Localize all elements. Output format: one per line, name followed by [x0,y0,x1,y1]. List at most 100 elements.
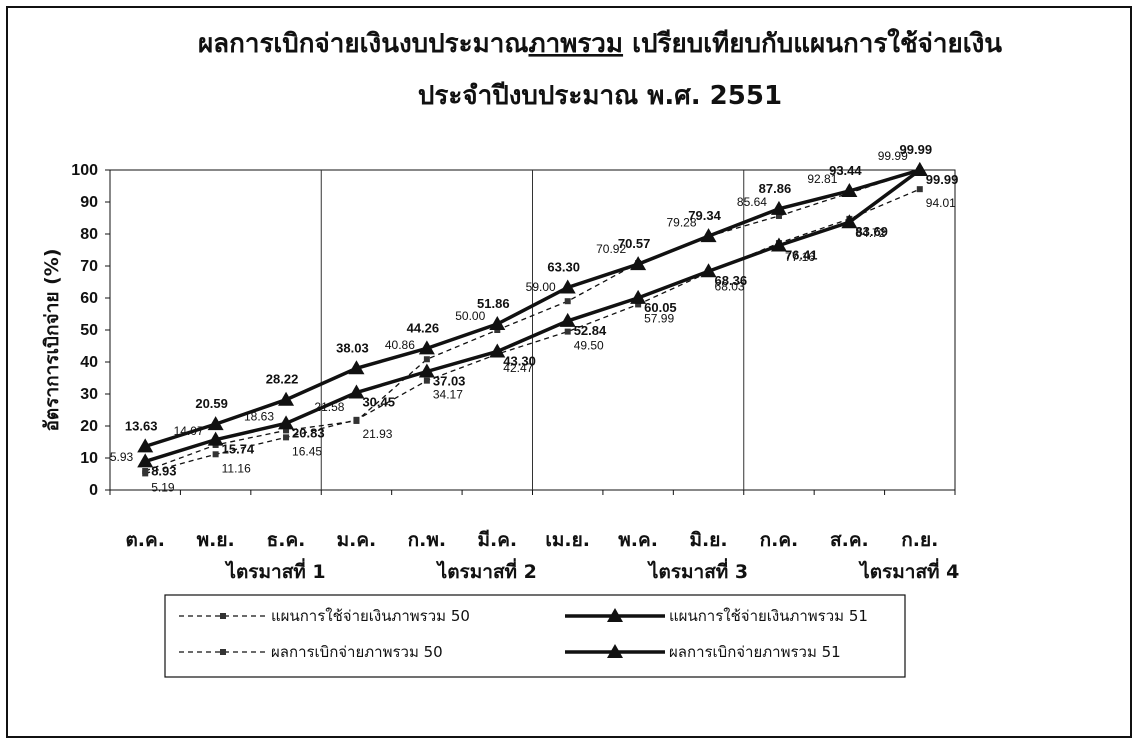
data-label: 34.17 [433,388,463,402]
legend-label: ผลการเบิกจ่ายภาพรวม 51 [669,643,841,661]
y-tick-label: 70 [80,258,98,275]
quarter-label: ไตรมาสที่ 4 [858,558,959,583]
data-label: 30.45 [362,395,395,410]
data-label: 84.72 [855,226,885,240]
x-tick-label: ธ.ค. [267,529,306,551]
y-tick-label: 10 [80,450,98,467]
x-tick-label: พ.ย. [197,529,235,551]
data-label: 43.30 [503,353,536,368]
y-tick-label: 100 [71,162,98,179]
data-label: 85.64 [737,195,767,209]
data-label: 76.41 [785,247,818,262]
legend-marker [607,608,623,622]
chart-title-line-1: ผลการเบิกจ่ายเงินงบประมาณภาพรวม เปรียบเท… [198,28,1002,59]
data-point [142,470,149,477]
data-point [630,256,647,271]
x-tick-label: มี.ค. [477,529,517,551]
data-label: 63.30 [547,259,580,274]
data-point [207,416,224,431]
data-label: 40.86 [385,338,415,352]
data-label: 42.47 [503,361,533,375]
x-tick-label: เม.ย. [545,529,590,551]
data-label: 68.36 [715,273,748,288]
x-tick-label: พ.ค. [618,529,658,551]
data-label: 11.16 [222,461,251,475]
data-point [770,237,787,252]
data-point [423,356,430,363]
series-line [144,169,920,472]
data-point [770,200,787,215]
data-point [559,279,576,294]
y-tick-label: 30 [80,386,98,403]
data-label: 51.86 [477,296,510,311]
series-line [144,168,921,449]
y-tick-label: 40 [80,354,98,371]
data-point [564,298,571,305]
data-point [700,263,717,278]
data-label: 70.92 [596,242,626,256]
data-label: 8.93 [151,463,176,478]
legend-box [164,594,906,678]
legend-label: ผลการเบิกจ่ายภาพรวม 50 [271,643,443,661]
data-label: 13.63 [125,418,158,433]
data-point [911,162,928,177]
y-axis-label: อัตราการเบิกจ่าย (%) [41,248,63,431]
data-point [418,363,435,378]
quarter-label: ไตรมาสที่ 3 [647,558,748,583]
data-point [278,391,295,406]
data-label: 99.99 [878,149,908,163]
legend-marker [220,613,226,619]
data-point [348,384,365,399]
x-tick-label: ม.ค. [337,529,377,551]
data-label: 21.93 [362,427,392,441]
series-line [144,168,921,464]
x-tick-label: ก.ย. [901,529,938,551]
data-label: 20.83 [292,425,325,440]
data-point [423,377,430,384]
data-label: 83.69 [855,224,888,239]
data-point [278,415,295,430]
data-label: 68.03 [715,279,745,293]
y-tick-label: 50 [80,322,98,339]
data-point [353,416,360,423]
data-label: 50.00 [455,309,485,323]
data-label: 93.44 [829,163,862,178]
data-point [700,228,717,243]
x-tick-label: ก.พ. [408,529,446,551]
data-label: 49.50 [574,339,604,353]
data-point [841,182,858,197]
y-tick-label: 80 [80,226,98,243]
data-label: 94.01 [926,196,956,210]
data-point [635,301,642,308]
legend-label: แผนการใช้จ่ายเงินภาพรวม 51 [669,607,868,625]
y-tick-label: 90 [80,194,98,211]
data-point [137,438,154,453]
data-label: 5.19 [151,480,175,494]
data-point [564,328,571,335]
data-label: 5.93 [110,450,134,464]
legend-marker [220,649,226,655]
data-label: 99.99 [900,142,933,157]
data-label: 60.05 [644,300,677,315]
data-point [283,434,290,441]
data-label: 16.45 [292,444,322,458]
legend-marker [607,644,623,658]
data-label: 57.99 [644,311,674,325]
data-label: 92.81 [807,172,837,186]
quarter-label: ไตรมาสที่ 1 [224,558,325,583]
data-point [418,340,435,355]
x-tick-label: ต.ค. [125,529,164,551]
data-label: 99.99 [926,172,959,187]
legend-label: แผนการใช้จ่ายเงินภาพรวม 50 [271,607,470,625]
data-label: 21.58 [314,400,344,414]
data-point [207,431,224,446]
y-tick-label: 0 [89,482,98,499]
data-label: 44.26 [407,320,440,335]
chart-title-line-2: ประจำปีงบประมาณ พ.ศ. 2551 [418,81,782,111]
data-label: 15.74 [222,442,255,457]
data-point [489,316,506,331]
plot-area: 0 10 20 30 40 50 60 70 80 90 100 ต.ค. พ.ย. ธ.ค. ม.ค. ก.… [71,142,959,583]
data-point [916,186,923,193]
legend: แผนการใช้จ่ายเงินภาพรวม 50 แผนการใช้จ่ายเ… [164,594,906,678]
